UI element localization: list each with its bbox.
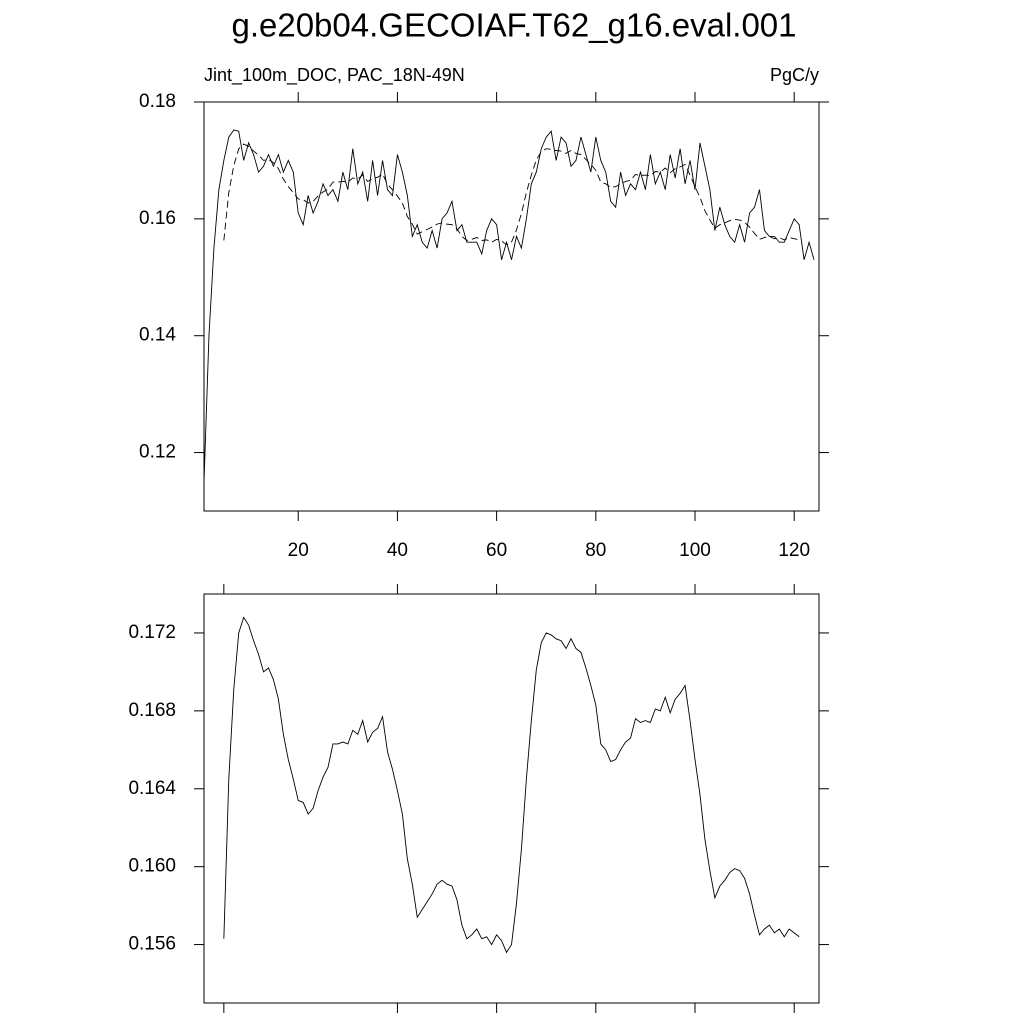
y-tick-label: 0.164: [128, 778, 176, 799]
x-tick-label: 20: [288, 540, 309, 561]
data-line: [223, 143, 800, 246]
y-tick-label: 0.168: [128, 700, 176, 721]
chart-title: g.e20b04.GECOIAF.T62_g16.eval.001: [231, 7, 796, 44]
x-tick-label: 100: [679, 540, 711, 561]
data-line: [203, 129, 815, 482]
y-tick-label: 0.172: [128, 622, 176, 643]
x-tick-label: 120: [778, 540, 810, 561]
left-subtitle: Jint_100m_DOC, PAC_18N-49N: [204, 65, 465, 86]
plot-frame: [203, 593, 820, 1004]
data-line: [223, 616, 800, 954]
y-tick-label: 0.14: [139, 325, 176, 346]
plot-frame: [203, 101, 820, 512]
x-tick-label: 60: [486, 540, 507, 561]
x-tick-label: 80: [585, 540, 606, 561]
units: PgC/y: [770, 65, 819, 85]
x-tick-label: 40: [387, 540, 408, 561]
y-tick-label: 0.18: [139, 91, 176, 112]
y-tick-label: 0.16: [139, 208, 176, 229]
y-tick-label: 0.160: [128, 856, 176, 877]
y-tick-label: 0.12: [139, 442, 176, 463]
y-tick-label: 0.156: [128, 934, 176, 955]
